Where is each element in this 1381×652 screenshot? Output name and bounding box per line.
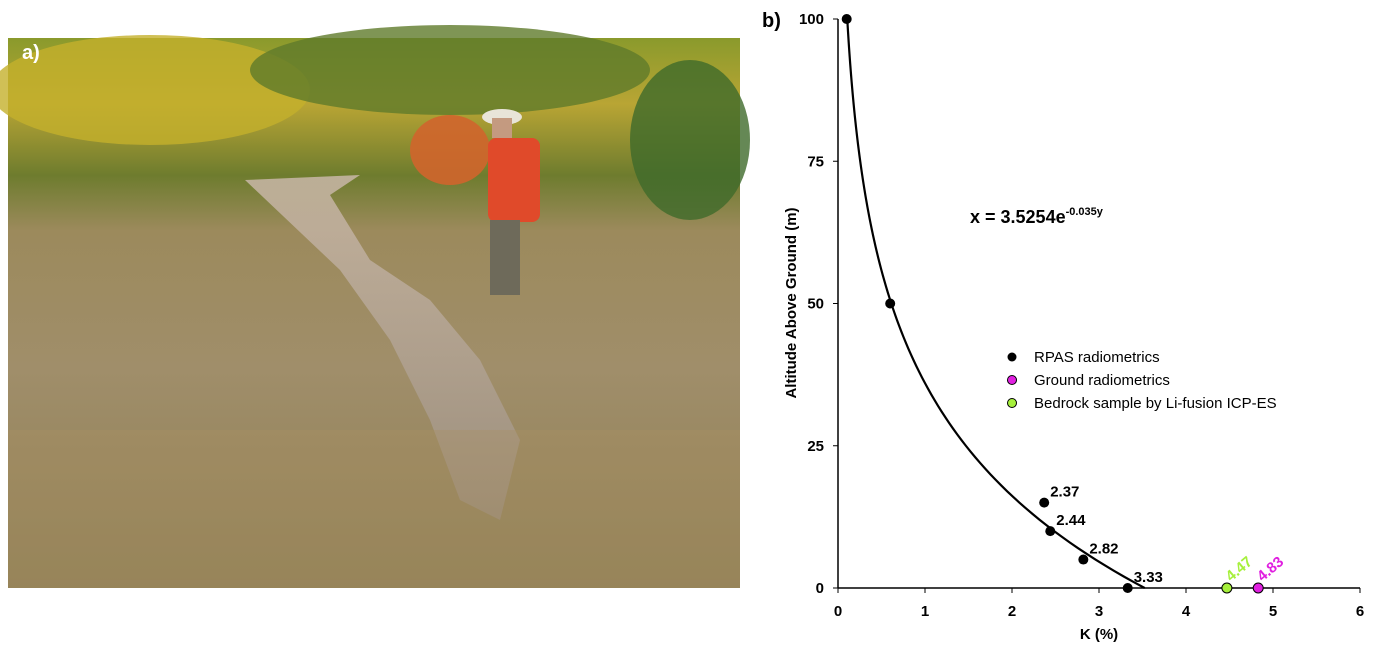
- equation-text: x = 3.5254e: [970, 207, 1066, 227]
- photo: a): [0, 25, 750, 588]
- point: [1222, 583, 1232, 593]
- point: [842, 14, 852, 24]
- point: [1123, 583, 1133, 593]
- x-tick-label: 6: [1356, 603, 1364, 620]
- y-tick-label: 25: [807, 438, 824, 455]
- figure: a) b) K (%) Altitude Above Ground (m) x …: [0, 0, 1381, 647]
- x-tick-label: 5: [1269, 603, 1277, 620]
- data-label: 2.82: [1089, 541, 1118, 558]
- legend-marker: [1008, 399, 1017, 408]
- data-label: 2.37: [1050, 484, 1079, 501]
- legend-marker: [1008, 353, 1017, 362]
- equation: x = 3.5254e-0.035y: [970, 206, 1104, 227]
- point: [1039, 498, 1049, 508]
- y-tick-label: 100: [799, 11, 824, 28]
- x-tick-label: 3: [1095, 603, 1103, 620]
- data-label: 4.47: [1223, 553, 1256, 585]
- panel-label: a): [22, 42, 40, 64]
- legend-label: RPAS radiometrics: [1034, 349, 1160, 366]
- y-tick-label: 50: [807, 296, 824, 313]
- y-tick-label: 0: [816, 580, 824, 597]
- data-label: 4.83: [1254, 553, 1287, 585]
- legend-marker: [1008, 376, 1017, 385]
- x-tick-label: 2: [1008, 603, 1016, 620]
- x-tick-label: 1: [921, 603, 929, 620]
- x-tick-label: 0: [834, 603, 842, 620]
- point: [1045, 526, 1055, 536]
- y-tick-label: 75: [807, 153, 824, 170]
- data-label: 2.44: [1056, 512, 1086, 529]
- x-axis-title: K (%): [1080, 626, 1118, 643]
- point: [885, 299, 895, 309]
- data-label: 3.33: [1134, 569, 1163, 586]
- grass: [8, 430, 740, 588]
- trees: [250, 25, 650, 115]
- equation-exponent: -0.035y: [1066, 206, 1104, 218]
- trees: [0, 35, 310, 145]
- panel-label: b): [762, 10, 781, 32]
- point: [1078, 555, 1088, 565]
- point: [1253, 583, 1263, 593]
- legend-label: Ground radiometrics: [1034, 372, 1170, 389]
- shrub: [410, 115, 490, 185]
- legend-label: Bedrock sample by Li-fusion ICP-ES: [1034, 395, 1277, 412]
- trees: [630, 60, 750, 220]
- x-tick-label: 4: [1182, 603, 1191, 620]
- y-axis-title: Altitude Above Ground (m): [783, 207, 800, 398]
